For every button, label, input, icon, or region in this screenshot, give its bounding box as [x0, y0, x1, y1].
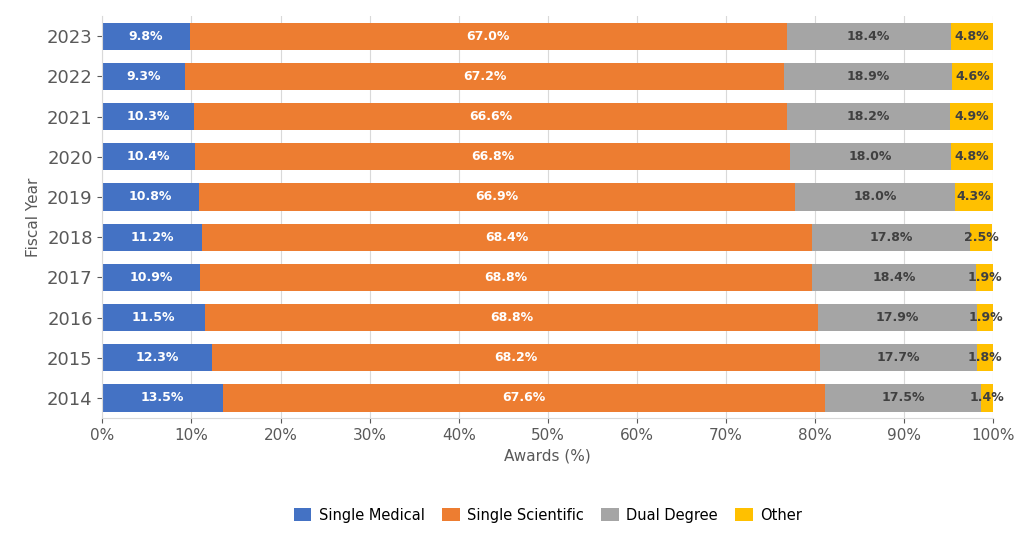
Bar [977, 304, 994, 331]
Bar [102, 384, 222, 412]
Text: 17.9%: 17.9% [876, 311, 920, 324]
Text: 4.8%: 4.8% [954, 150, 989, 163]
Text: 18.4%: 18.4% [847, 29, 890, 43]
Bar [102, 143, 195, 170]
Text: 18.0%: 18.0% [849, 150, 892, 163]
Bar [189, 23, 786, 50]
Text: 68.8%: 68.8% [484, 271, 527, 284]
Text: 67.0%: 67.0% [467, 29, 510, 43]
Bar [202, 224, 812, 251]
Text: 4.6%: 4.6% [955, 70, 990, 83]
Bar [195, 143, 791, 170]
Bar [787, 103, 949, 130]
Bar [949, 103, 993, 130]
Text: 13.5%: 13.5% [141, 391, 184, 405]
Text: 4.8%: 4.8% [954, 29, 989, 43]
Bar [200, 264, 812, 291]
Bar [185, 63, 784, 90]
Text: 10.4%: 10.4% [127, 150, 170, 163]
Bar [212, 344, 819, 371]
Text: 9.3%: 9.3% [127, 70, 161, 83]
Text: 66.6%: 66.6% [469, 110, 512, 123]
Bar [825, 384, 981, 412]
Text: 2.5%: 2.5% [964, 230, 998, 244]
X-axis label: Awards (%): Awards (%) [505, 448, 591, 463]
Text: 68.8%: 68.8% [489, 311, 532, 324]
Text: 66.8%: 66.8% [471, 150, 514, 163]
Bar [950, 143, 993, 170]
Bar [976, 264, 993, 291]
Bar [102, 63, 185, 90]
Text: 9.8%: 9.8% [129, 29, 163, 43]
Text: 4.3%: 4.3% [956, 190, 991, 204]
Text: 68.2%: 68.2% [495, 351, 538, 364]
Bar [970, 224, 992, 251]
Bar [195, 103, 787, 130]
Text: 66.9%: 66.9% [475, 190, 518, 204]
Text: 10.9%: 10.9% [129, 271, 173, 284]
Bar [102, 344, 212, 371]
Bar [812, 224, 970, 251]
Bar [102, 224, 202, 251]
Bar [102, 23, 189, 50]
Bar [784, 63, 952, 90]
Bar [818, 304, 977, 331]
Bar [205, 304, 818, 331]
Y-axis label: Fiscal Year: Fiscal Year [27, 177, 41, 257]
Text: 1.4%: 1.4% [970, 391, 1005, 405]
Text: 17.8%: 17.8% [869, 230, 912, 244]
Text: 68.4%: 68.4% [485, 230, 528, 244]
Bar [222, 384, 825, 412]
Bar [795, 183, 955, 211]
Bar [102, 264, 200, 291]
Text: 67.6%: 67.6% [502, 391, 546, 405]
Bar [950, 23, 993, 50]
Bar [819, 344, 977, 371]
Bar [952, 63, 993, 90]
Text: 1.8%: 1.8% [968, 351, 1002, 364]
Bar [812, 264, 976, 291]
Text: 18.4%: 18.4% [872, 271, 916, 284]
Text: 18.0%: 18.0% [853, 190, 896, 204]
Text: 1.9%: 1.9% [968, 271, 1002, 284]
Text: 10.3%: 10.3% [127, 110, 170, 123]
Text: 12.3%: 12.3% [135, 351, 179, 364]
Text: 1.9%: 1.9% [969, 311, 1004, 324]
Legend: Single Medical, Single Scientific, Dual Degree, Other: Single Medical, Single Scientific, Dual … [288, 502, 808, 528]
Bar [786, 23, 950, 50]
Text: 11.2%: 11.2% [130, 230, 174, 244]
Text: 17.7%: 17.7% [877, 351, 921, 364]
Bar [955, 183, 993, 211]
Bar [102, 103, 195, 130]
Text: 10.8%: 10.8% [129, 190, 172, 204]
Text: 17.5%: 17.5% [881, 391, 925, 405]
Bar [791, 143, 950, 170]
Text: 4.9%: 4.9% [954, 110, 989, 123]
Bar [977, 344, 993, 371]
Bar [981, 384, 993, 412]
Bar [102, 183, 199, 211]
Text: 11.5%: 11.5% [132, 311, 175, 324]
Text: 18.2%: 18.2% [847, 110, 890, 123]
Bar [199, 183, 795, 211]
Text: 18.9%: 18.9% [847, 70, 890, 83]
Bar [102, 304, 205, 331]
Text: 67.2%: 67.2% [463, 70, 506, 83]
